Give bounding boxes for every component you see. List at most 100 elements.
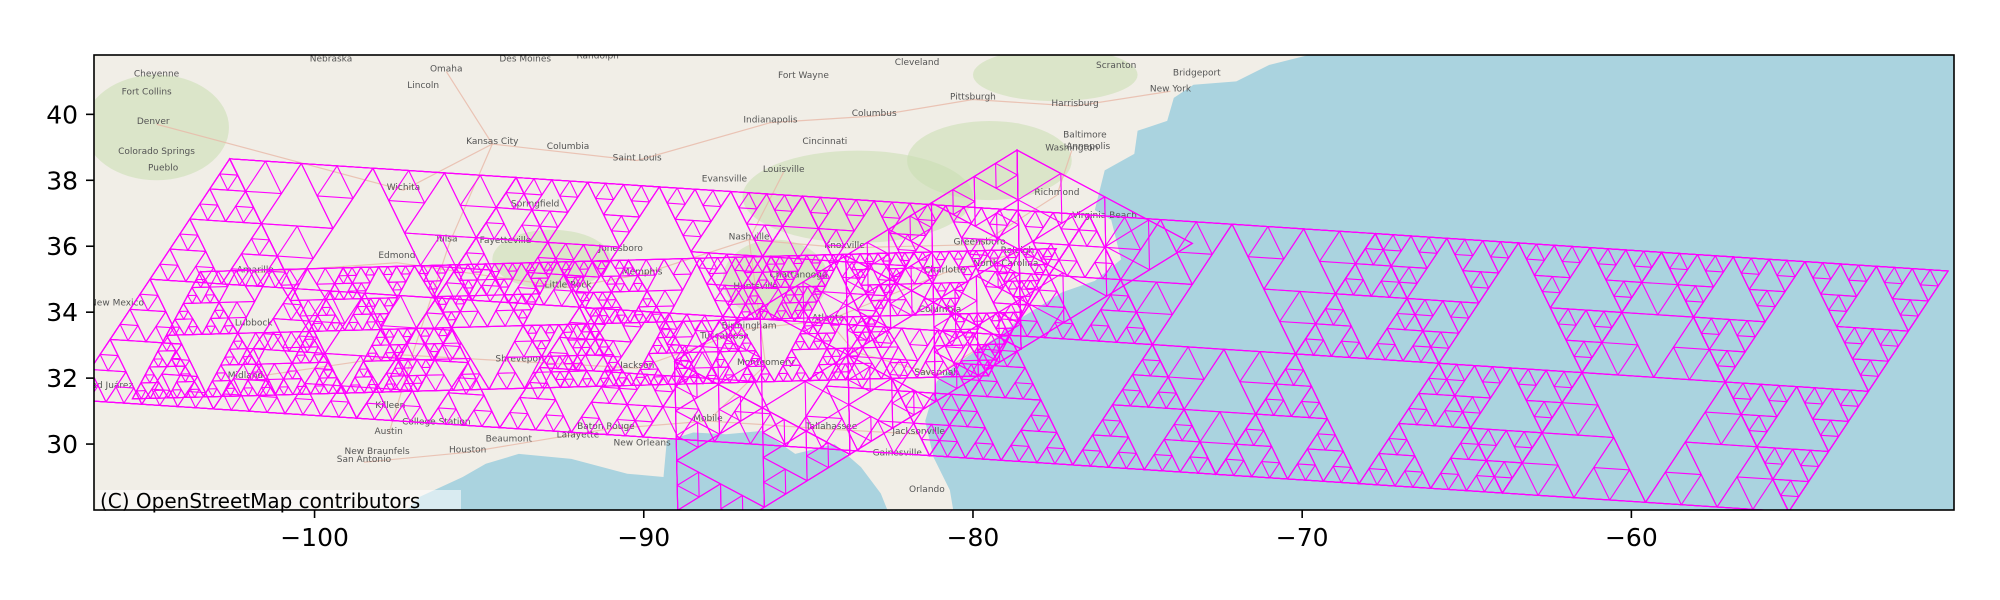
mesh-triangle xyxy=(1748,288,1769,307)
mesh-triangle xyxy=(742,365,753,376)
mesh-triangle xyxy=(1608,468,1647,503)
mesh-triangle xyxy=(306,267,327,286)
mesh-triangle xyxy=(791,371,803,382)
mesh-triangle xyxy=(1439,457,1460,476)
mesh-triangle xyxy=(1505,429,1526,448)
mesh-triangle xyxy=(621,376,633,387)
mesh-triangle xyxy=(627,259,648,277)
mesh-triangle xyxy=(1272,399,1293,418)
mesh-triangle xyxy=(762,456,787,484)
mesh-triangle xyxy=(1402,344,1422,363)
mesh-triangle xyxy=(94,384,107,403)
mesh-triangle xyxy=(944,204,965,223)
mesh-triangle xyxy=(648,360,660,370)
mesh-triangle xyxy=(1589,246,1609,265)
mesh-triangle xyxy=(1103,246,1142,281)
mesh-triangle xyxy=(289,299,310,318)
mesh-triangle xyxy=(566,323,578,334)
mesh-triangle xyxy=(604,376,615,387)
mesh-triangle xyxy=(266,396,286,415)
mesh-triangle xyxy=(986,380,1007,399)
mesh-triangle xyxy=(1125,452,1146,471)
mesh-triangle xyxy=(99,338,119,357)
mesh-triangle xyxy=(153,381,165,391)
mesh-triangle xyxy=(139,373,151,384)
mesh-triangle xyxy=(375,371,396,390)
mesh-triangle xyxy=(546,241,567,260)
mesh-triangle xyxy=(999,335,1011,346)
mesh-triangle xyxy=(843,316,854,326)
mesh-triangle xyxy=(716,307,762,360)
mesh-triangle xyxy=(928,439,949,458)
mesh-triangle xyxy=(235,269,255,288)
mesh-triangle xyxy=(610,298,622,309)
mesh-triangle xyxy=(246,370,258,381)
mesh-triangle xyxy=(1018,248,1065,301)
mesh-triangle xyxy=(888,264,913,292)
mesh-triangle xyxy=(725,253,746,272)
mesh-triangle xyxy=(674,336,694,354)
mesh-triangle xyxy=(770,278,782,289)
mesh-triangle xyxy=(912,422,933,441)
forest-patch xyxy=(907,120,1072,201)
mesh-triangle xyxy=(825,244,846,263)
mesh-triangle xyxy=(105,385,125,404)
mesh-triangle xyxy=(891,201,911,220)
mesh-triangle xyxy=(548,210,569,229)
mesh-triangle xyxy=(1795,385,1816,404)
mesh-triangle xyxy=(286,362,298,372)
mesh-triangle xyxy=(922,267,933,277)
mesh-triangle xyxy=(966,410,987,429)
mesh-triangle xyxy=(850,253,862,263)
mesh-triangle xyxy=(471,284,492,303)
mesh-triangle xyxy=(954,299,978,327)
mesh-triangle xyxy=(274,385,285,396)
mesh-triangle xyxy=(1153,438,1174,457)
mesh-triangle xyxy=(1585,309,1605,328)
mesh-triangle xyxy=(351,266,362,277)
mesh-triangle xyxy=(220,387,232,397)
mesh-triangle xyxy=(523,371,544,389)
mesh-triangle xyxy=(974,426,995,445)
mesh-triangle xyxy=(1481,239,1502,258)
mesh-triangle xyxy=(1553,244,1574,263)
y-axis: 30 32 34 36 38 40 xyxy=(46,100,94,459)
mesh-triangle xyxy=(663,258,683,276)
mesh-triangle xyxy=(940,282,952,292)
y-tick-label: 40 xyxy=(46,100,78,129)
mesh-triangle xyxy=(1843,342,1864,361)
mesh-triangle xyxy=(425,358,446,376)
mesh-triangle xyxy=(713,410,752,445)
mesh-triangle xyxy=(1537,464,1575,499)
mesh-triangle xyxy=(502,262,514,273)
mesh-triangle xyxy=(288,268,309,286)
mesh-triangle xyxy=(199,270,220,289)
mesh-triangle xyxy=(534,413,555,432)
mesh-triangle xyxy=(1304,322,1325,341)
mesh-triangle xyxy=(1232,459,1253,478)
mesh-triangle xyxy=(1286,462,1307,481)
mesh-triangle xyxy=(591,260,603,270)
mesh-triangle xyxy=(1839,404,1860,423)
mesh-triangle xyxy=(359,266,371,277)
mesh-triangle xyxy=(333,274,345,285)
mesh-triangle xyxy=(453,282,474,301)
mesh-triangle xyxy=(1771,478,1792,497)
mesh-triangle xyxy=(1676,284,1697,303)
mesh-triangle xyxy=(1001,249,1013,259)
mesh-triangle xyxy=(873,200,893,219)
mesh-triangle xyxy=(1129,389,1150,408)
x-axis: −100 −90 −80 −70 −60 xyxy=(280,510,1658,552)
mesh-triangle xyxy=(600,245,621,264)
mesh-triangle xyxy=(300,353,311,364)
mesh-triangle xyxy=(194,391,215,410)
mesh-triangle xyxy=(992,302,1013,321)
mesh-triangle xyxy=(639,360,651,371)
mesh-triangle xyxy=(618,266,630,277)
mesh-triangle xyxy=(637,297,649,308)
place-label: Orlando xyxy=(909,485,945,495)
mesh-triangle xyxy=(330,313,342,324)
x-tick-label: −60 xyxy=(1605,523,1658,552)
mesh-triangle xyxy=(753,278,764,289)
mesh-triangle xyxy=(1099,293,1120,312)
